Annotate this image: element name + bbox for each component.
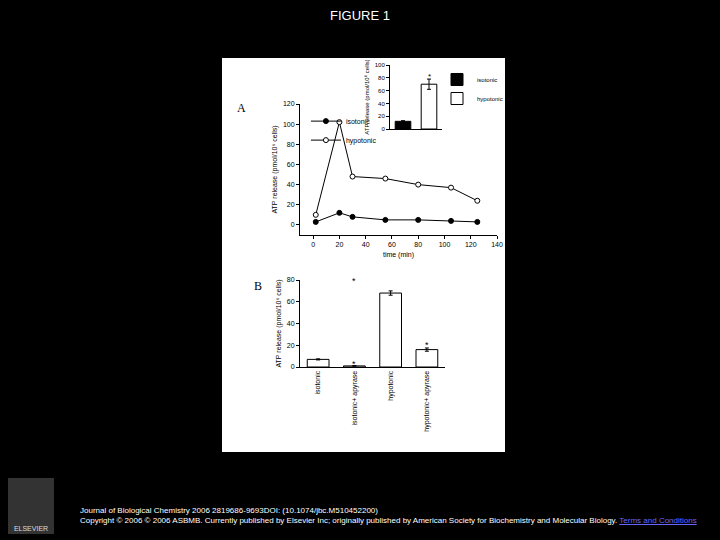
html-text:FIGURE 1: FIGURE 1	[330, 8, 390, 23]
html-text:Journal of Biological Chemistr: Journal of Biological Chemistry 2006 281…	[80, 506, 378, 515]
svg-text:100: 100	[439, 241, 451, 248]
svg-text:80: 80	[287, 141, 295, 148]
svg-text:80: 80	[414, 241, 422, 248]
svg-text:100: 100	[375, 62, 386, 68]
svg-text:60: 60	[378, 88, 385, 94]
svg-text:hypotonic: hypotonic	[477, 96, 503, 102]
svg-text:60: 60	[287, 161, 295, 168]
svg-text:120: 120	[465, 241, 477, 248]
svg-text:0: 0	[381, 126, 385, 132]
svg-text:*: *	[352, 276, 356, 286]
svg-text:*: *	[425, 340, 429, 350]
svg-text:hypotonic: hypotonic	[346, 137, 376, 145]
svg-text:hypotonic: hypotonic	[387, 370, 395, 400]
svg-text:120: 120	[283, 100, 295, 107]
html-text:Copyright © 2006 © 2006 ASBMB.: Copyright © 2006 © 2006 ASBMB. Currently…	[80, 516, 697, 525]
svg-text:40: 40	[287, 320, 295, 327]
svg-text:80: 80	[378, 75, 385, 81]
svg-text:isotonic+ apyrase: isotonic+ apyrase	[351, 371, 359, 426]
svg-text:time (min): time (min)	[383, 251, 414, 259]
svg-text:40: 40	[287, 181, 295, 188]
svg-text:100: 100	[283, 121, 295, 128]
svg-text:hypotonic+ apyrase: hypotonic+ apyrase	[423, 371, 431, 432]
svg-text:20: 20	[287, 201, 295, 208]
svg-text:*: *	[352, 359, 356, 369]
svg-text:isotonic: isotonic	[477, 77, 497, 83]
html-text:ELSEVIER: ELSEVIER	[13, 525, 49, 532]
svg-text:20: 20	[336, 241, 344, 248]
svg-text:*: *	[428, 72, 431, 81]
svg-text:0: 0	[311, 241, 315, 248]
svg-text:140: 140	[491, 241, 503, 248]
svg-text:20: 20	[378, 113, 385, 119]
svg-text:0: 0	[291, 221, 295, 228]
svg-text:20: 20	[287, 342, 295, 349]
svg-text:isotonic: isotonic	[314, 370, 321, 394]
svg-text:isotonic: isotonic	[346, 118, 370, 125]
svg-text:40: 40	[378, 101, 385, 107]
svg-text:ATP release (pmol/10⁶ cells): ATP release (pmol/10⁶ cells)	[271, 125, 279, 213]
svg-text:ATP release (pmol/10⁶ cells): ATP release (pmol/10⁶ cells)	[275, 279, 283, 367]
svg-text:80: 80	[287, 276, 295, 283]
svg-text:ATP release (pmol/10⁶ cells): ATP release (pmol/10⁶ cells)	[364, 60, 370, 135]
svg-text:A: A	[237, 101, 246, 115]
svg-text:40: 40	[362, 241, 370, 248]
svg-text:0: 0	[291, 363, 295, 370]
svg-text:60: 60	[388, 241, 396, 248]
svg-text:B: B	[254, 279, 262, 293]
svg-text:60: 60	[287, 298, 295, 305]
